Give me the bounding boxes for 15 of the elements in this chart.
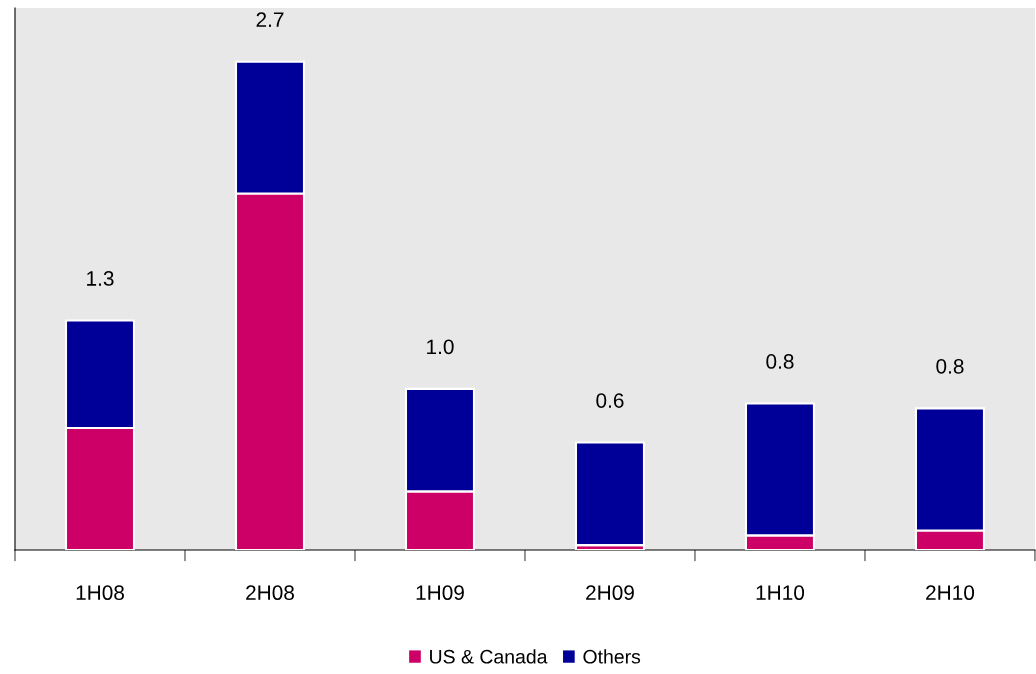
bar [574,441,646,547]
annotation: 1.0 [427,339,454,355]
annotation: 1.3 [87,271,114,286]
x-tick-label: 2H09 [586,585,634,601]
annotation: 0.6 [596,393,624,408]
annotation: 0.8 [936,358,964,374]
x-tick-label: 1H09 [416,585,464,601]
x-tick-label: 1H10 [756,585,805,601]
x-tick-label: 2H08 [246,585,294,601]
legend-label: Others [583,649,641,664]
x-tick-label: 2H10 [926,585,975,601]
x-tick-label: 1H08 [76,585,124,601]
annotation: 0.8 [766,354,794,369]
legend-label: US & Canada [430,649,548,664]
annotation: 2.7 [256,12,284,27]
